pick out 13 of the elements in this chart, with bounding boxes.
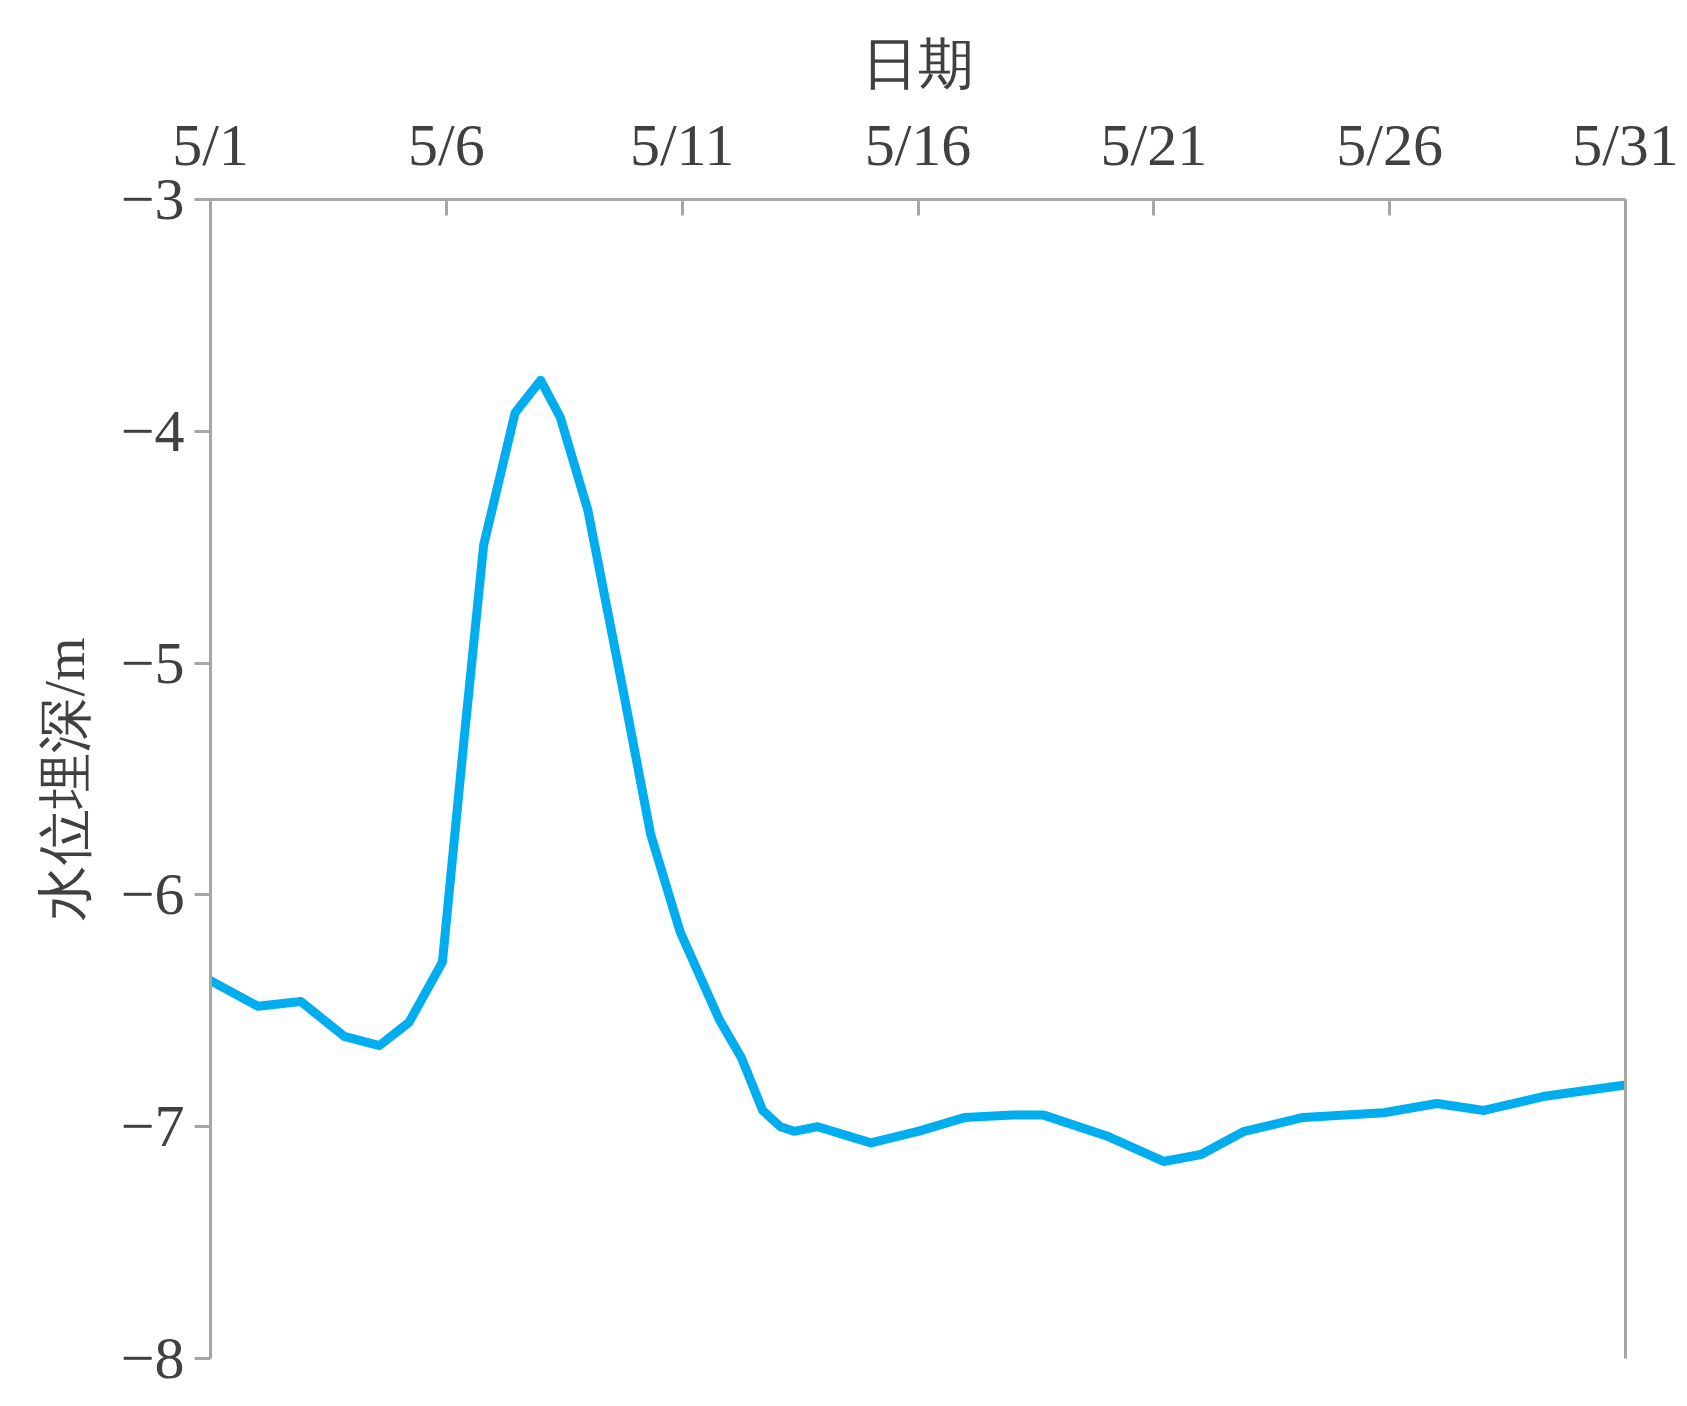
y-tick-label: −7 — [120, 1093, 185, 1160]
y-axis-title: 水位埋深/m — [33, 637, 96, 921]
y-tick-label: −6 — [120, 861, 185, 928]
x-tick-label: 5/11 — [629, 111, 735, 178]
y-tick-label: −8 — [120, 1325, 185, 1391]
x-tick-label: 5/21 — [1100, 111, 1208, 178]
x-tick-label: 5/6 — [408, 111, 485, 178]
x-tick-label: 5/16 — [864, 111, 972, 178]
x-tick-label: 5/31 — [1572, 111, 1679, 178]
x-axis-title: 日期 — [862, 32, 974, 95]
y-tick-label: −4 — [120, 397, 185, 464]
x-tick-label: 5/26 — [1336, 111, 1443, 178]
y-tick-label: −5 — [120, 629, 185, 696]
